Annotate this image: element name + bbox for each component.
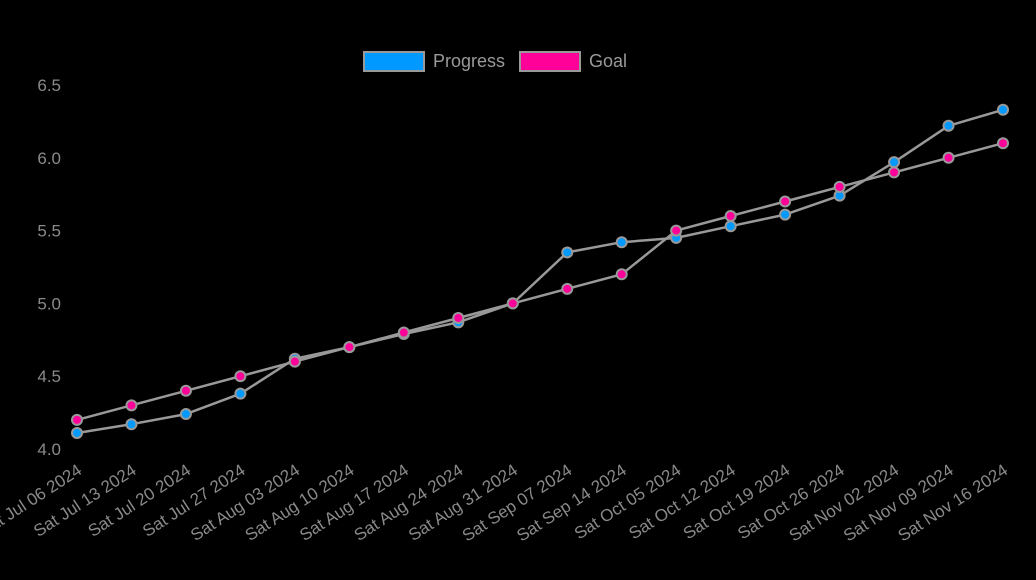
data-point-progress[interactable]	[888, 156, 901, 169]
data-point-goal[interactable]	[71, 413, 83, 426]
data-point-goal[interactable]	[888, 166, 901, 179]
data-point-goal[interactable]	[997, 137, 1009, 150]
series-line-goal	[76, 141, 1004, 422]
data-point-goal[interactable]	[506, 297, 519, 310]
legend-item-progress[interactable]: Progress	[363, 51, 505, 72]
y-tick-label: 4.5	[37, 367, 61, 386]
data-point-goal[interactable]	[561, 282, 574, 295]
data-point-goal[interactable]	[397, 326, 410, 339]
y-tick-label: 5.5	[37, 222, 61, 241]
data-point-progress[interactable]	[125, 418, 138, 431]
y-tick-label: 6.5	[37, 76, 61, 95]
data-point-goal[interactable]	[179, 384, 192, 397]
legend: Progress Goal	[363, 51, 627, 72]
data-point-goal[interactable]	[234, 370, 247, 383]
data-point-progress[interactable]	[71, 426, 83, 439]
data-point-goal[interactable]	[942, 151, 955, 164]
data-point-progress[interactable]	[997, 103, 1009, 116]
legend-label: Progress	[433, 51, 505, 71]
legend-swatch	[519, 51, 581, 72]
data-point-goal[interactable]	[452, 311, 465, 324]
y-tick-label: 5.0	[37, 294, 61, 313]
series-line-progress	[76, 108, 1004, 435]
data-point-goal[interactable]	[833, 180, 846, 193]
data-point-progress[interactable]	[615, 236, 628, 249]
data-point-goal[interactable]	[288, 355, 301, 368]
data-point-progress[interactable]	[942, 119, 955, 132]
data-point-goal[interactable]	[343, 341, 356, 354]
legend-swatch	[363, 51, 425, 72]
data-point-progress[interactable]	[779, 208, 792, 221]
series-points	[71, 103, 1009, 439]
legend-label: Goal	[589, 51, 627, 71]
data-point-goal[interactable]	[724, 210, 737, 223]
y-tick-label: 4.0	[37, 440, 61, 459]
data-point-goal[interactable]	[779, 195, 792, 208]
data-point-goal[interactable]	[125, 399, 138, 412]
data-point-goal[interactable]	[670, 224, 683, 237]
data-point-progress[interactable]	[724, 220, 737, 233]
y-axis: 4.0 4.5 5.0 5.5 6.0 6.5	[37, 76, 61, 459]
data-point-progress[interactable]	[561, 246, 574, 259]
data-point-progress[interactable]	[179, 408, 192, 421]
data-point-progress[interactable]	[234, 387, 247, 400]
data-point-goal[interactable]	[615, 268, 628, 281]
series-lines	[76, 108, 1004, 435]
legend-item-goal[interactable]: Goal	[519, 51, 627, 72]
y-tick-label: 6.0	[37, 149, 61, 168]
